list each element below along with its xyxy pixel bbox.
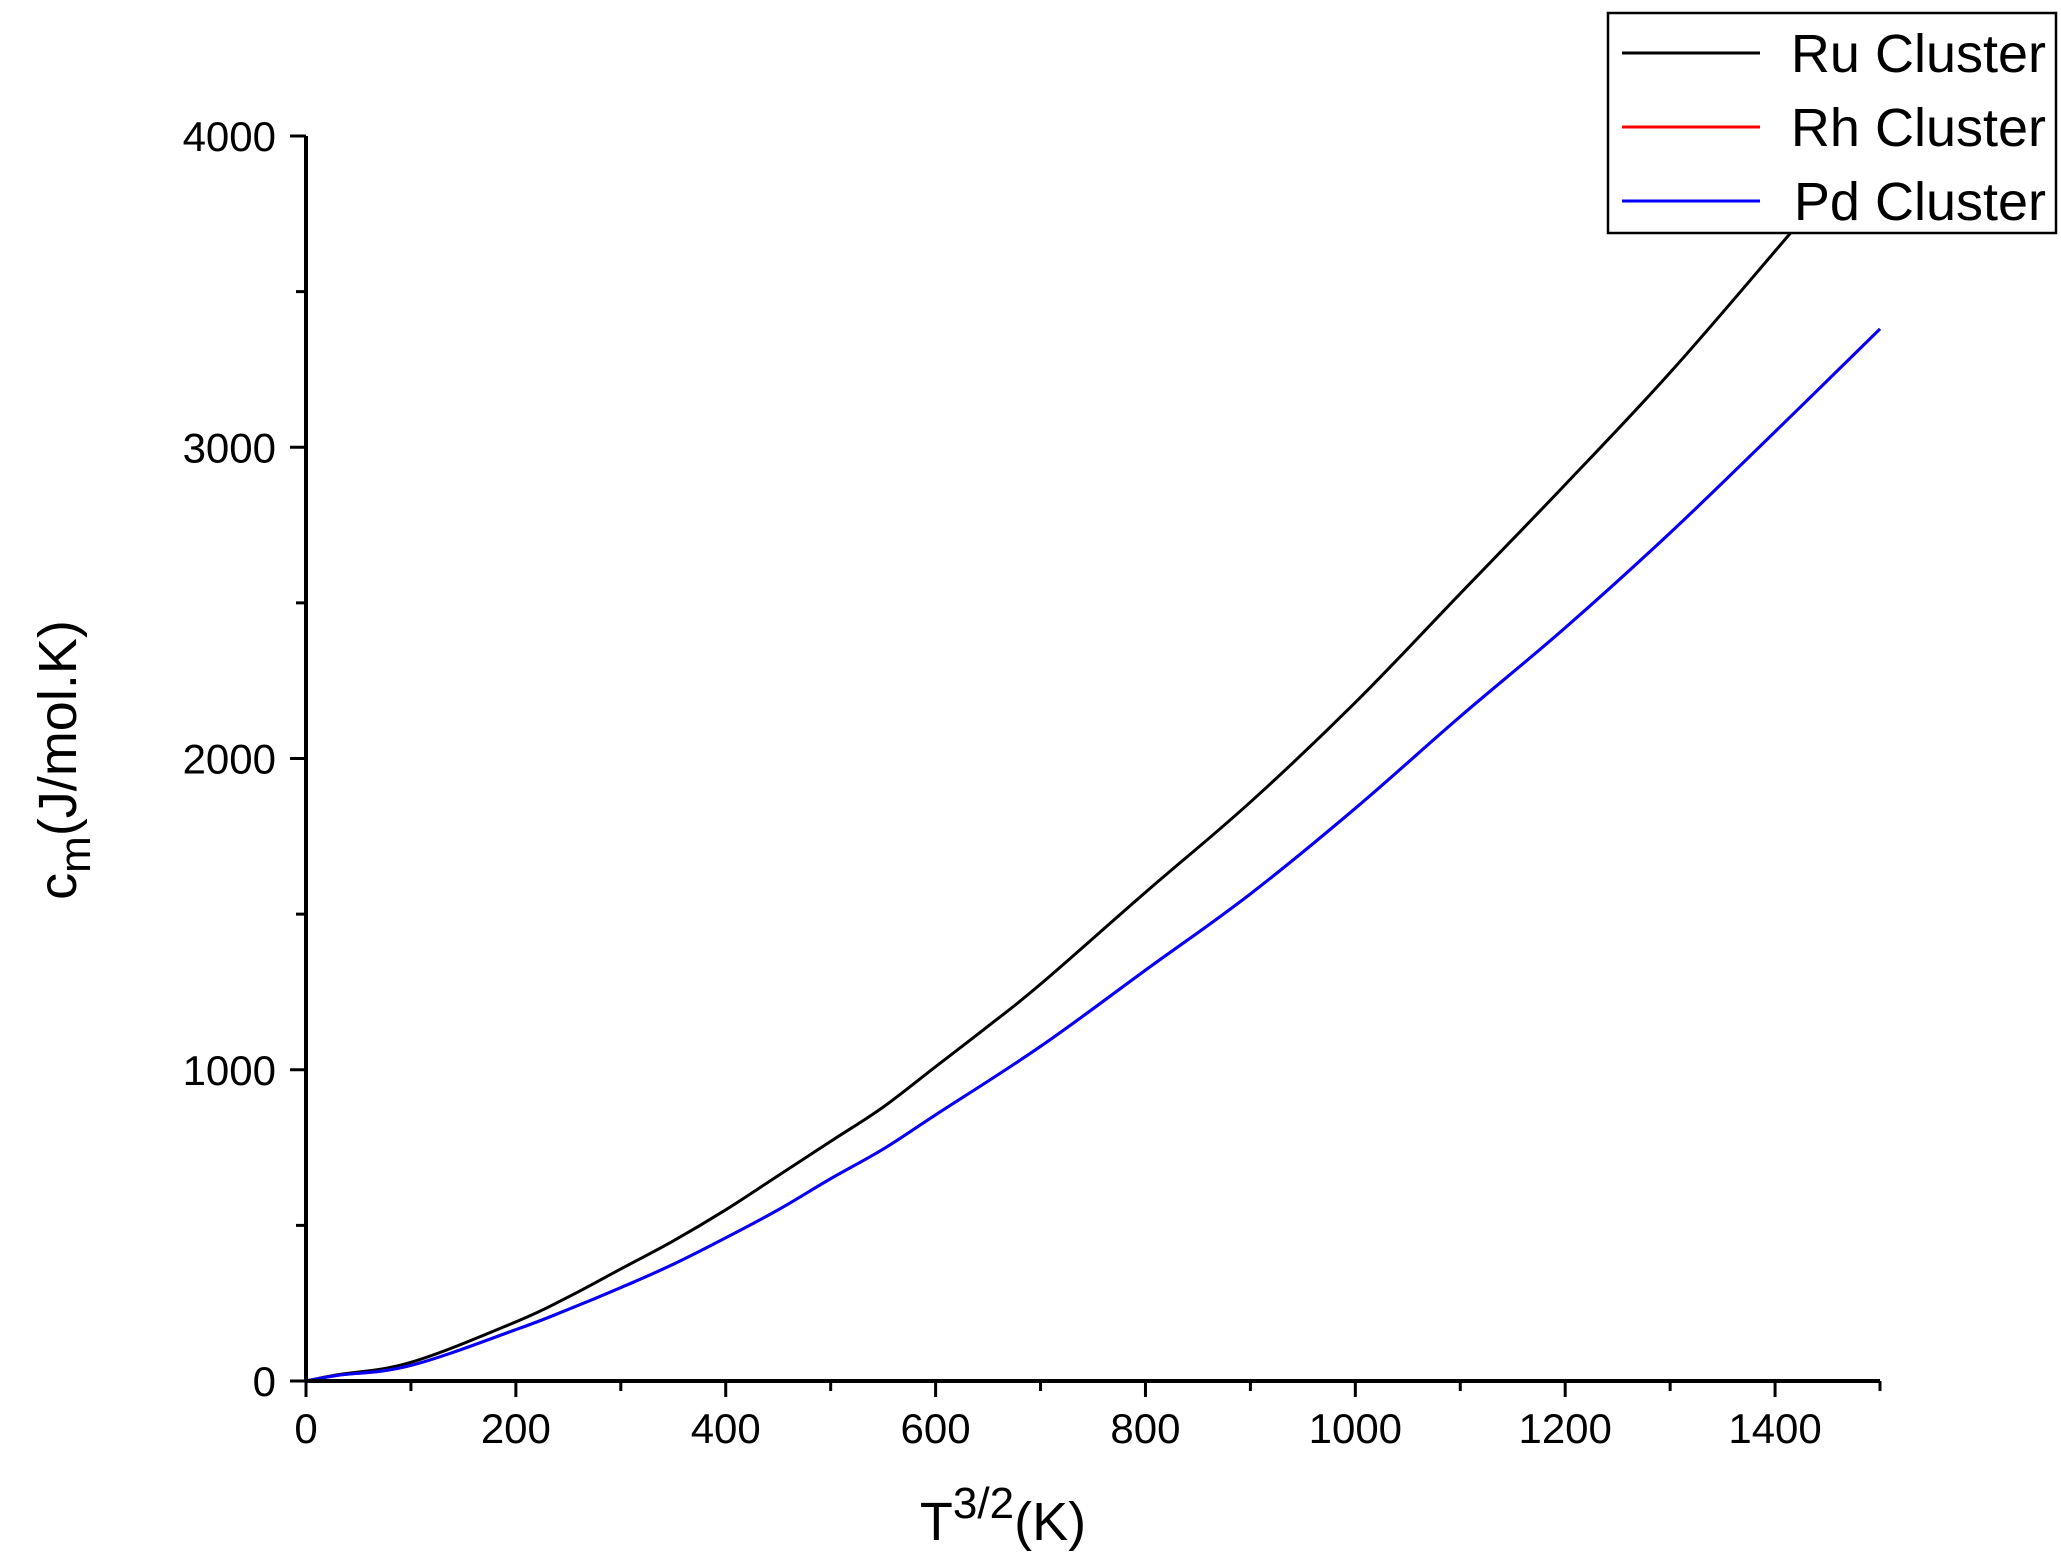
y-tick-label: 3000 [183,424,276,471]
y-tick-label: 0 [253,1358,276,1405]
x-axis-title-superscript: 3/2 [953,1479,1014,1528]
y-axis-title-subscript: m [51,836,100,873]
legend-box [1606,11,2058,235]
x-tick-label: 1000 [1309,1405,1402,1452]
series-line-ru-cluster [306,187,1829,1380]
y-tick-label: 2000 [183,736,276,783]
y-tick-label: 1000 [183,1047,276,1094]
series-line-pd-cluster [306,327,1882,1380]
x-tick-label: 400 [691,1405,761,1452]
y-axis-title-main: c [28,873,88,900]
x-tick-label: 200 [481,1405,551,1452]
y-axis-title: cm(J/mol.K) [28,620,100,900]
x-tick-label: 600 [901,1405,971,1452]
x-axis-title-unit: (K) [1014,1492,1086,1552]
series-layer [306,187,1882,1380]
x-tick-label: 1200 [1518,1405,1611,1452]
x-tick-label: 1400 [1728,1405,1821,1452]
x-axis-title: T3/2(K) [920,1479,1086,1552]
y-axis-title-unit: (J/mol.K) [28,620,88,836]
series-line-rh-cluster [306,327,1882,1380]
legend-label: Ru Cluster [1791,24,2046,84]
ticks: 0 200 400 600 800 1000 1200 1400 0 1000 2000 3000 40… [183,113,1882,1452]
y-tick-label: 4000 [183,113,276,160]
x-tick-label: 800 [1110,1405,1180,1452]
legend-label: Pd Cluster [1794,172,2046,232]
x-axis-title-main: T [920,1492,953,1552]
x-tick-label: 0 [294,1405,317,1452]
axes [304,136,1880,1383]
legend: Ru Cluster Rh Cluster Pd Cluster [1606,11,2058,235]
legend-label: Rh Cluster [1791,98,2046,158]
